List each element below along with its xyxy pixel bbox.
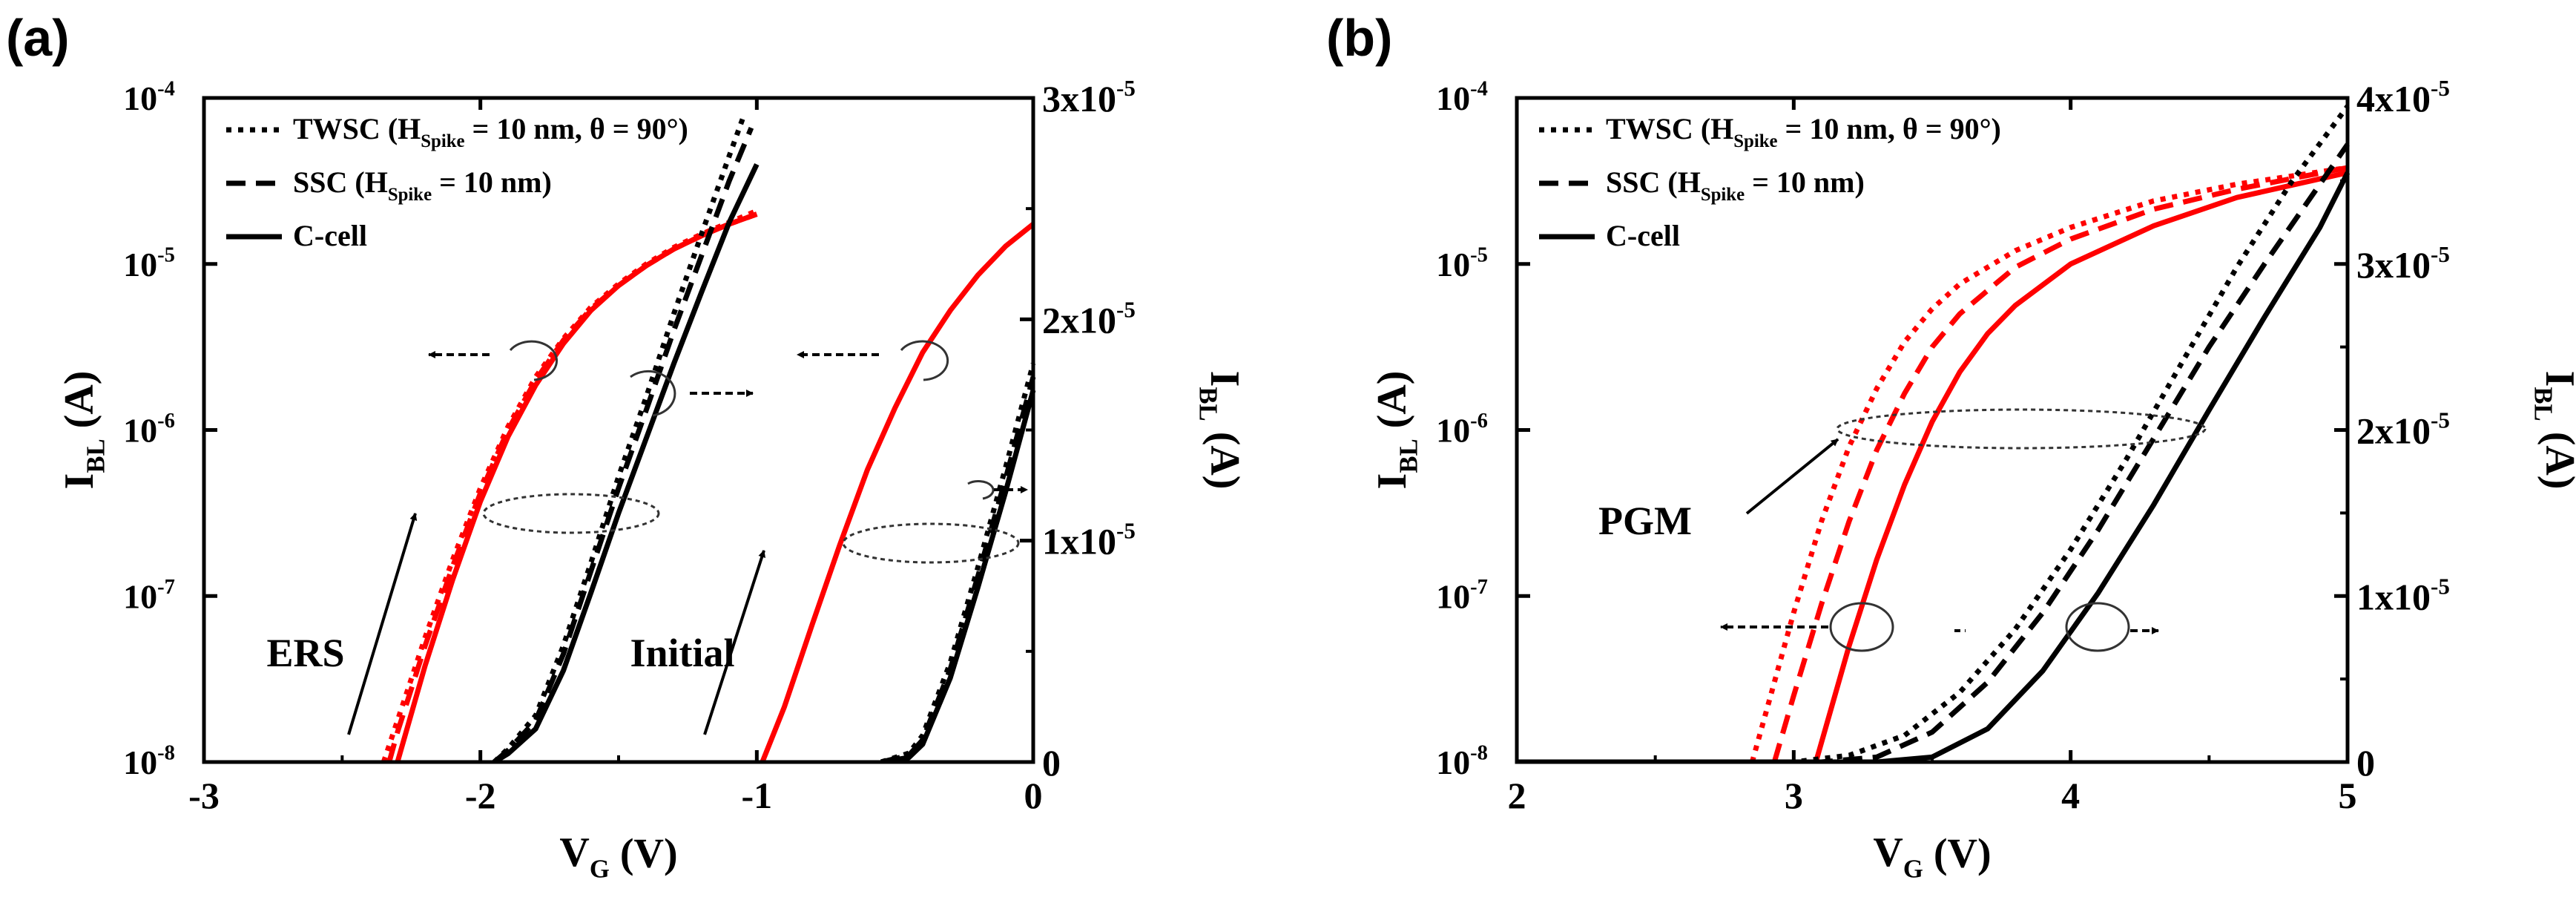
curve-indicator <box>900 340 949 381</box>
x-axis-label: VG (V) <box>559 830 677 884</box>
y-right-tick-label: 0 <box>1042 742 1061 784</box>
y-right-axis-label: IBL (A) <box>1193 371 1248 490</box>
x-tick-label: 2 <box>1508 775 1526 816</box>
panel-a: -3 -2 -1 0 10-8 10-7 10-6 10-5 10-4 0 1x10-5 2x10-5… <box>6 9 1248 884</box>
x-tick-label: 5 <box>2339 775 2357 816</box>
series-line-5 <box>1517 171 2351 762</box>
ers-group-ellipse <box>482 493 660 534</box>
ers-pointer-arrow <box>347 513 418 735</box>
y-right-tick-label: 2x10-5 <box>1042 296 1136 341</box>
series-line-0 <box>1749 165 2348 762</box>
panel-label: (b) <box>1326 9 1392 67</box>
legend-label: SSC (HSpike = 10 nm) <box>293 165 552 205</box>
x-tick-label: -3 <box>188 775 220 816</box>
series-line-7 <box>880 363 1036 762</box>
curve-indicator <box>1829 602 1894 652</box>
y-left-axis-label: IBL (A) <box>56 371 111 490</box>
y-right-tick-label: 3x10-5 <box>2356 241 2450 286</box>
legend-label: C-cell <box>1606 219 1680 252</box>
legend-label: TWSC (HSpike = 10 nm, θ = 90°) <box>1606 112 2001 151</box>
y-right-tick-label: 3x10-5 <box>1042 75 1136 119</box>
panel-b: 2 3 4 5 10-8 10-7 10-6 10-5 10-4 0 1x10-5 2x10-5 3x1… <box>1326 9 2576 884</box>
y-left-tick-label: 10-8 <box>123 742 175 781</box>
initial-annotation: Initial <box>630 631 734 675</box>
y-left-tick-label: 10-6 <box>1436 410 1488 449</box>
x-tick-label: -1 <box>742 775 773 816</box>
y-right-tick-label: 1x10-5 <box>1042 518 1136 562</box>
y-right-tick-label: 0 <box>2356 742 2375 784</box>
y-left-tick-label: 10-7 <box>123 576 175 615</box>
series-line-4 <box>1517 142 2350 762</box>
pgm-annotation: PGM <box>1598 499 1692 543</box>
y-right-tick-label: 2x10-5 <box>2356 407 2450 452</box>
panel-label: (a) <box>6 9 70 67</box>
series-line-3 <box>1517 105 2350 762</box>
curve-indicator <box>630 370 676 417</box>
y-left-tick-label: 10-6 <box>123 410 175 449</box>
y-left-axis-label: IBL (A) <box>1369 371 1423 490</box>
series-group <box>1517 105 2351 762</box>
y-left-tick-label: 10-4 <box>123 78 175 117</box>
series-line-5 <box>493 162 760 762</box>
legend-label: C-cell <box>293 219 367 252</box>
legend-label: TWSC (HSpike = 10 nm, θ = 90°) <box>293 112 688 151</box>
pgm-pointer-arrow <box>1745 438 1839 515</box>
series-group <box>381 116 1036 762</box>
series-line-2 <box>395 211 758 762</box>
curve-indicator <box>967 480 995 500</box>
y-left-tick-label: 10-5 <box>1436 243 1488 283</box>
y-left-tick-label: 10-5 <box>123 243 175 283</box>
y-right-axis-label: IBL (A) <box>2529 371 2576 490</box>
series-line-9 <box>880 389 1036 762</box>
series-line-3 <box>492 116 745 762</box>
series-line-4 <box>493 126 754 762</box>
series-line-2 <box>1813 170 2348 762</box>
x-tick-label: 4 <box>2061 775 2080 816</box>
pgm-group-ellipse <box>1836 408 2207 450</box>
series-line-6 <box>760 222 1035 762</box>
y-left-tick-label: 10-4 <box>1436 78 1488 117</box>
ers-annotation: ERS <box>266 631 344 675</box>
curve-indicator <box>2065 602 2130 652</box>
y-left-tick-label: 10-7 <box>1436 576 1488 615</box>
series-line-1 <box>1771 165 2348 762</box>
initial-pointer-arrow <box>703 550 765 735</box>
y-left-tick-label: 10-8 <box>1436 742 1488 781</box>
y-right-tick-label: 1x10-5 <box>2356 573 2450 617</box>
y-right-tick-label: 4x10-5 <box>2356 75 2450 119</box>
x-tick-label: 3 <box>1785 775 1803 816</box>
initial-group-ellipse <box>842 522 1020 564</box>
x-tick-label: -2 <box>465 775 496 816</box>
x-tick-label: 0 <box>1024 775 1043 816</box>
curve-indicator <box>509 340 558 381</box>
series-line-8 <box>880 375 1036 762</box>
legend-label: SSC (HSpike = 10 nm) <box>1606 165 1865 205</box>
x-axis-label: VG (V) <box>1873 830 1991 884</box>
